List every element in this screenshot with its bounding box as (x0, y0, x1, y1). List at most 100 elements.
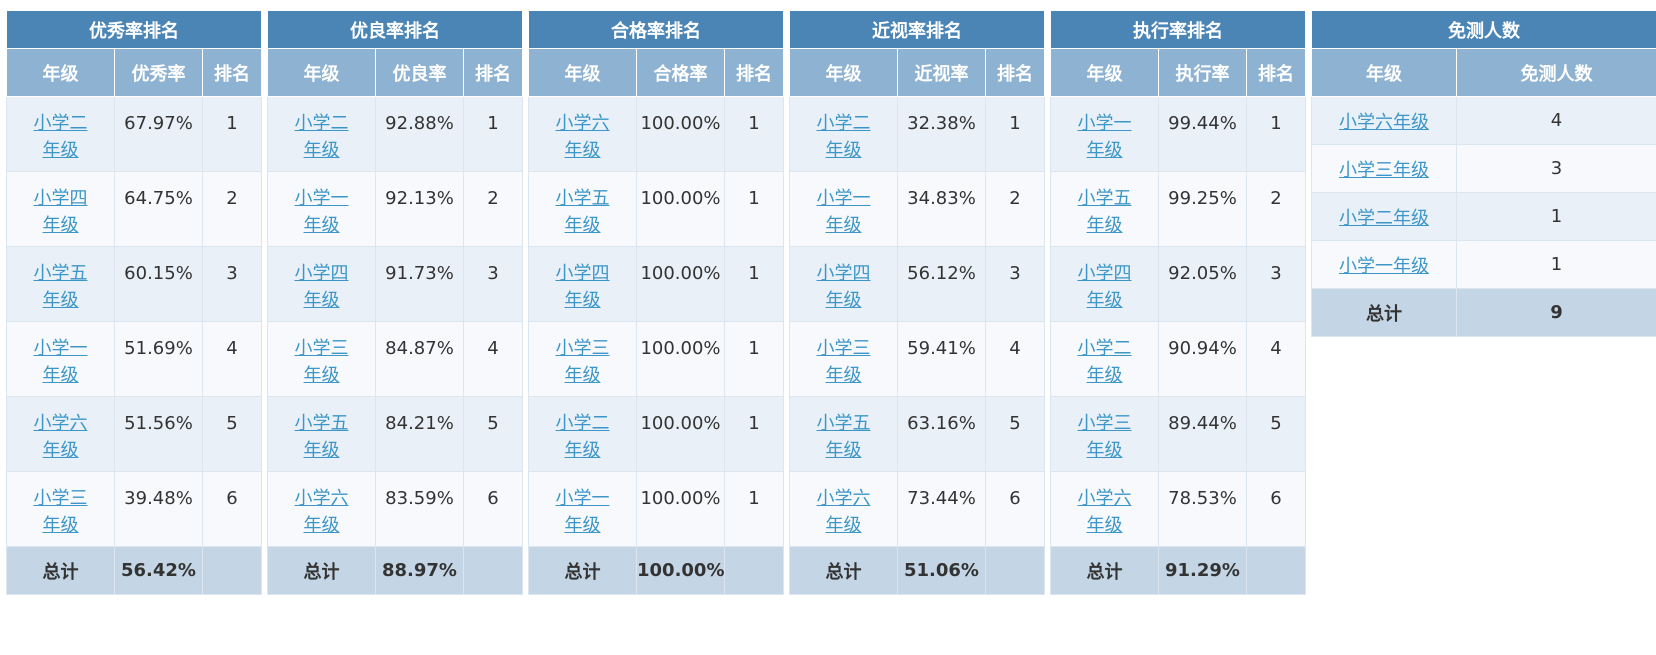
total-rate: 91.29% (1158, 546, 1247, 595)
rate-cell: 64.75% (114, 171, 203, 247)
rate-cell: 90.94% (1158, 321, 1247, 397)
table-row: 小学三年级 89.44% 5 (1050, 396, 1307, 472)
total-row: 总计 9 (1311, 288, 1656, 337)
grade-link[interactable]: 小学一年级 (555, 488, 610, 536)
rate-cell: 78.53% (1158, 471, 1247, 547)
column-header-rank: 排名 (723, 48, 785, 97)
rate-cell: 89.44% (1158, 396, 1247, 472)
rank-cell: 4 (1245, 321, 1307, 397)
grade-cell: 小学六年级 (1311, 96, 1457, 145)
exempt-count-cell: 4 (1456, 96, 1656, 145)
rank-cell: 6 (984, 471, 1046, 547)
table-row: 小学六年级 83.59% 6 (267, 471, 524, 547)
grade-link[interactable]: 小学五年级 (33, 263, 88, 311)
grade-link[interactable]: 小学三年级 (1077, 413, 1132, 461)
rank-cell: 1 (723, 471, 785, 547)
grade-link[interactable]: 小学五年级 (1077, 188, 1132, 236)
rank-cell: 1 (723, 246, 785, 322)
table-row: 小学四年级 64.75% 2 (6, 171, 263, 247)
grade-link[interactable]: 小学二年级 (816, 113, 871, 161)
grade-link[interactable]: 小学三年级 (33, 488, 88, 536)
rank-cell: 6 (1245, 471, 1307, 547)
table-row: 小学四年级 92.05% 3 (1050, 246, 1307, 322)
grade-cell: 小学三年级 (267, 321, 376, 397)
myopia-rate-table-title: 近视率排名 (788, 10, 1046, 49)
grade-cell: 小学五年级 (6, 246, 115, 322)
grade-link[interactable]: 小学六年级 (816, 488, 871, 536)
pass-rate-ranking-table: 合格率排名 年级 合格率 排名 小学六年级 100.00% 1 小学五年级 100.00% 1 小学… (527, 10, 785, 595)
table-row: 小学一年级 51.69% 4 (6, 321, 263, 397)
grade-link[interactable]: 小学六年级 (294, 488, 349, 536)
column-header-grade: 年级 (528, 48, 637, 97)
rate-cell: 59.41% (897, 321, 986, 397)
grade-link[interactable]: 小学六年级 (1339, 111, 1429, 133)
column-header-rate: 执行率 (1158, 48, 1247, 97)
grade-link[interactable]: 小学三年级 (294, 338, 349, 386)
table-row: 小学五年级 84.21% 5 (267, 396, 524, 472)
grade-cell: 小学二年级 (267, 96, 376, 172)
grade-cell: 小学三年级 (1050, 396, 1159, 472)
grade-link[interactable]: 小学三年级 (816, 338, 871, 386)
total-rate: 88.97% (375, 546, 464, 595)
grade-link[interactable]: 小学三年级 (555, 338, 610, 386)
grade-link[interactable]: 小学五年级 (294, 413, 349, 461)
rank-cell: 5 (201, 396, 263, 472)
rate-cell: 56.12% (897, 246, 986, 322)
execution-rate-ranking-table: 执行率排名 年级 执行率 排名 小学一年级 99.44% 1 小学五年级 99.25% 2 小学四年… (1049, 10, 1307, 595)
grade-link[interactable]: 小学二年级 (294, 113, 349, 161)
table-row: 小学一年级 34.83% 2 (789, 171, 1046, 247)
rate-cell: 60.15% (114, 246, 203, 322)
rate-cell: 100.00% (636, 321, 725, 397)
rank-cell: 2 (201, 171, 263, 247)
grade-link[interactable]: 小学二年级 (1339, 207, 1429, 229)
grade-link[interactable]: 小学二年级 (33, 113, 88, 161)
table-row: 小学五年级 100.00% 1 (528, 171, 785, 247)
grade-link[interactable]: 小学六年级 (1077, 488, 1132, 536)
column-header-rate: 优秀率 (114, 48, 203, 97)
table-row: 小学一年级 99.44% 1 (1050, 96, 1307, 172)
exempt-table-title: 免测人数 (1311, 10, 1656, 49)
grade-link[interactable]: 小学五年级 (816, 413, 871, 461)
grade-link[interactable]: 小学一年级 (1077, 113, 1132, 161)
grade-link[interactable]: 小学一年级 (816, 188, 871, 236)
total-label: 总计 (789, 546, 898, 595)
grade-link[interactable]: 小学二年级 (1077, 338, 1132, 386)
good-rate-table-title: 优良率排名 (266, 10, 524, 49)
grade-link[interactable]: 小学四年级 (294, 263, 349, 311)
grade-link[interactable]: 小学一年级 (294, 188, 349, 236)
column-header-rank: 排名 (984, 48, 1046, 97)
grade-link[interactable]: 小学五年级 (555, 188, 610, 236)
grade-cell: 小学六年级 (1050, 471, 1159, 547)
grade-link[interactable]: 小学四年级 (555, 263, 610, 311)
column-header-rate: 优良率 (375, 48, 464, 97)
grade-link[interactable]: 小学三年级 (1339, 159, 1429, 181)
column-header-rate: 近视率 (897, 48, 986, 97)
grade-link[interactable]: 小学四年级 (816, 263, 871, 311)
grade-link[interactable]: 小学一年级 (33, 338, 88, 386)
column-header-exempt-count: 免测人数 (1456, 48, 1656, 97)
total-label: 总计 (528, 546, 637, 595)
rate-cell: 32.38% (897, 96, 986, 172)
grade-cell: 小学一年级 (1050, 96, 1159, 172)
grade-link[interactable]: 小学六年级 (33, 413, 88, 461)
rate-cell: 51.69% (114, 321, 203, 397)
grade-link[interactable]: 小学六年级 (555, 113, 610, 161)
grade-link[interactable]: 小学一年级 (1339, 255, 1429, 277)
grade-link[interactable]: 小学二年级 (555, 413, 610, 461)
table-row: 小学二年级 32.38% 1 (789, 96, 1046, 172)
grade-cell: 小学五年级 (789, 396, 898, 472)
rate-cell: 92.13% (375, 171, 464, 247)
table-row: 小学一年级 92.13% 2 (267, 171, 524, 247)
rate-cell: 92.88% (375, 96, 464, 172)
table-row: 小学六年级 51.56% 5 (6, 396, 263, 472)
table-row: 小学五年级 63.16% 5 (789, 396, 1046, 472)
grade-cell: 小学四年级 (267, 246, 376, 322)
grade-cell: 小学二年级 (1311, 192, 1457, 241)
grade-cell: 小学一年级 (1311, 240, 1457, 289)
table-row: 小学六年级 73.44% 6 (789, 471, 1046, 547)
table-row: 小学四年级 100.00% 1 (528, 246, 785, 322)
grade-link[interactable]: 小学四年级 (33, 188, 88, 236)
rank-cell: 2 (462, 171, 524, 247)
grade-link[interactable]: 小学四年级 (1077, 263, 1132, 311)
total-label: 总计 (267, 546, 376, 595)
